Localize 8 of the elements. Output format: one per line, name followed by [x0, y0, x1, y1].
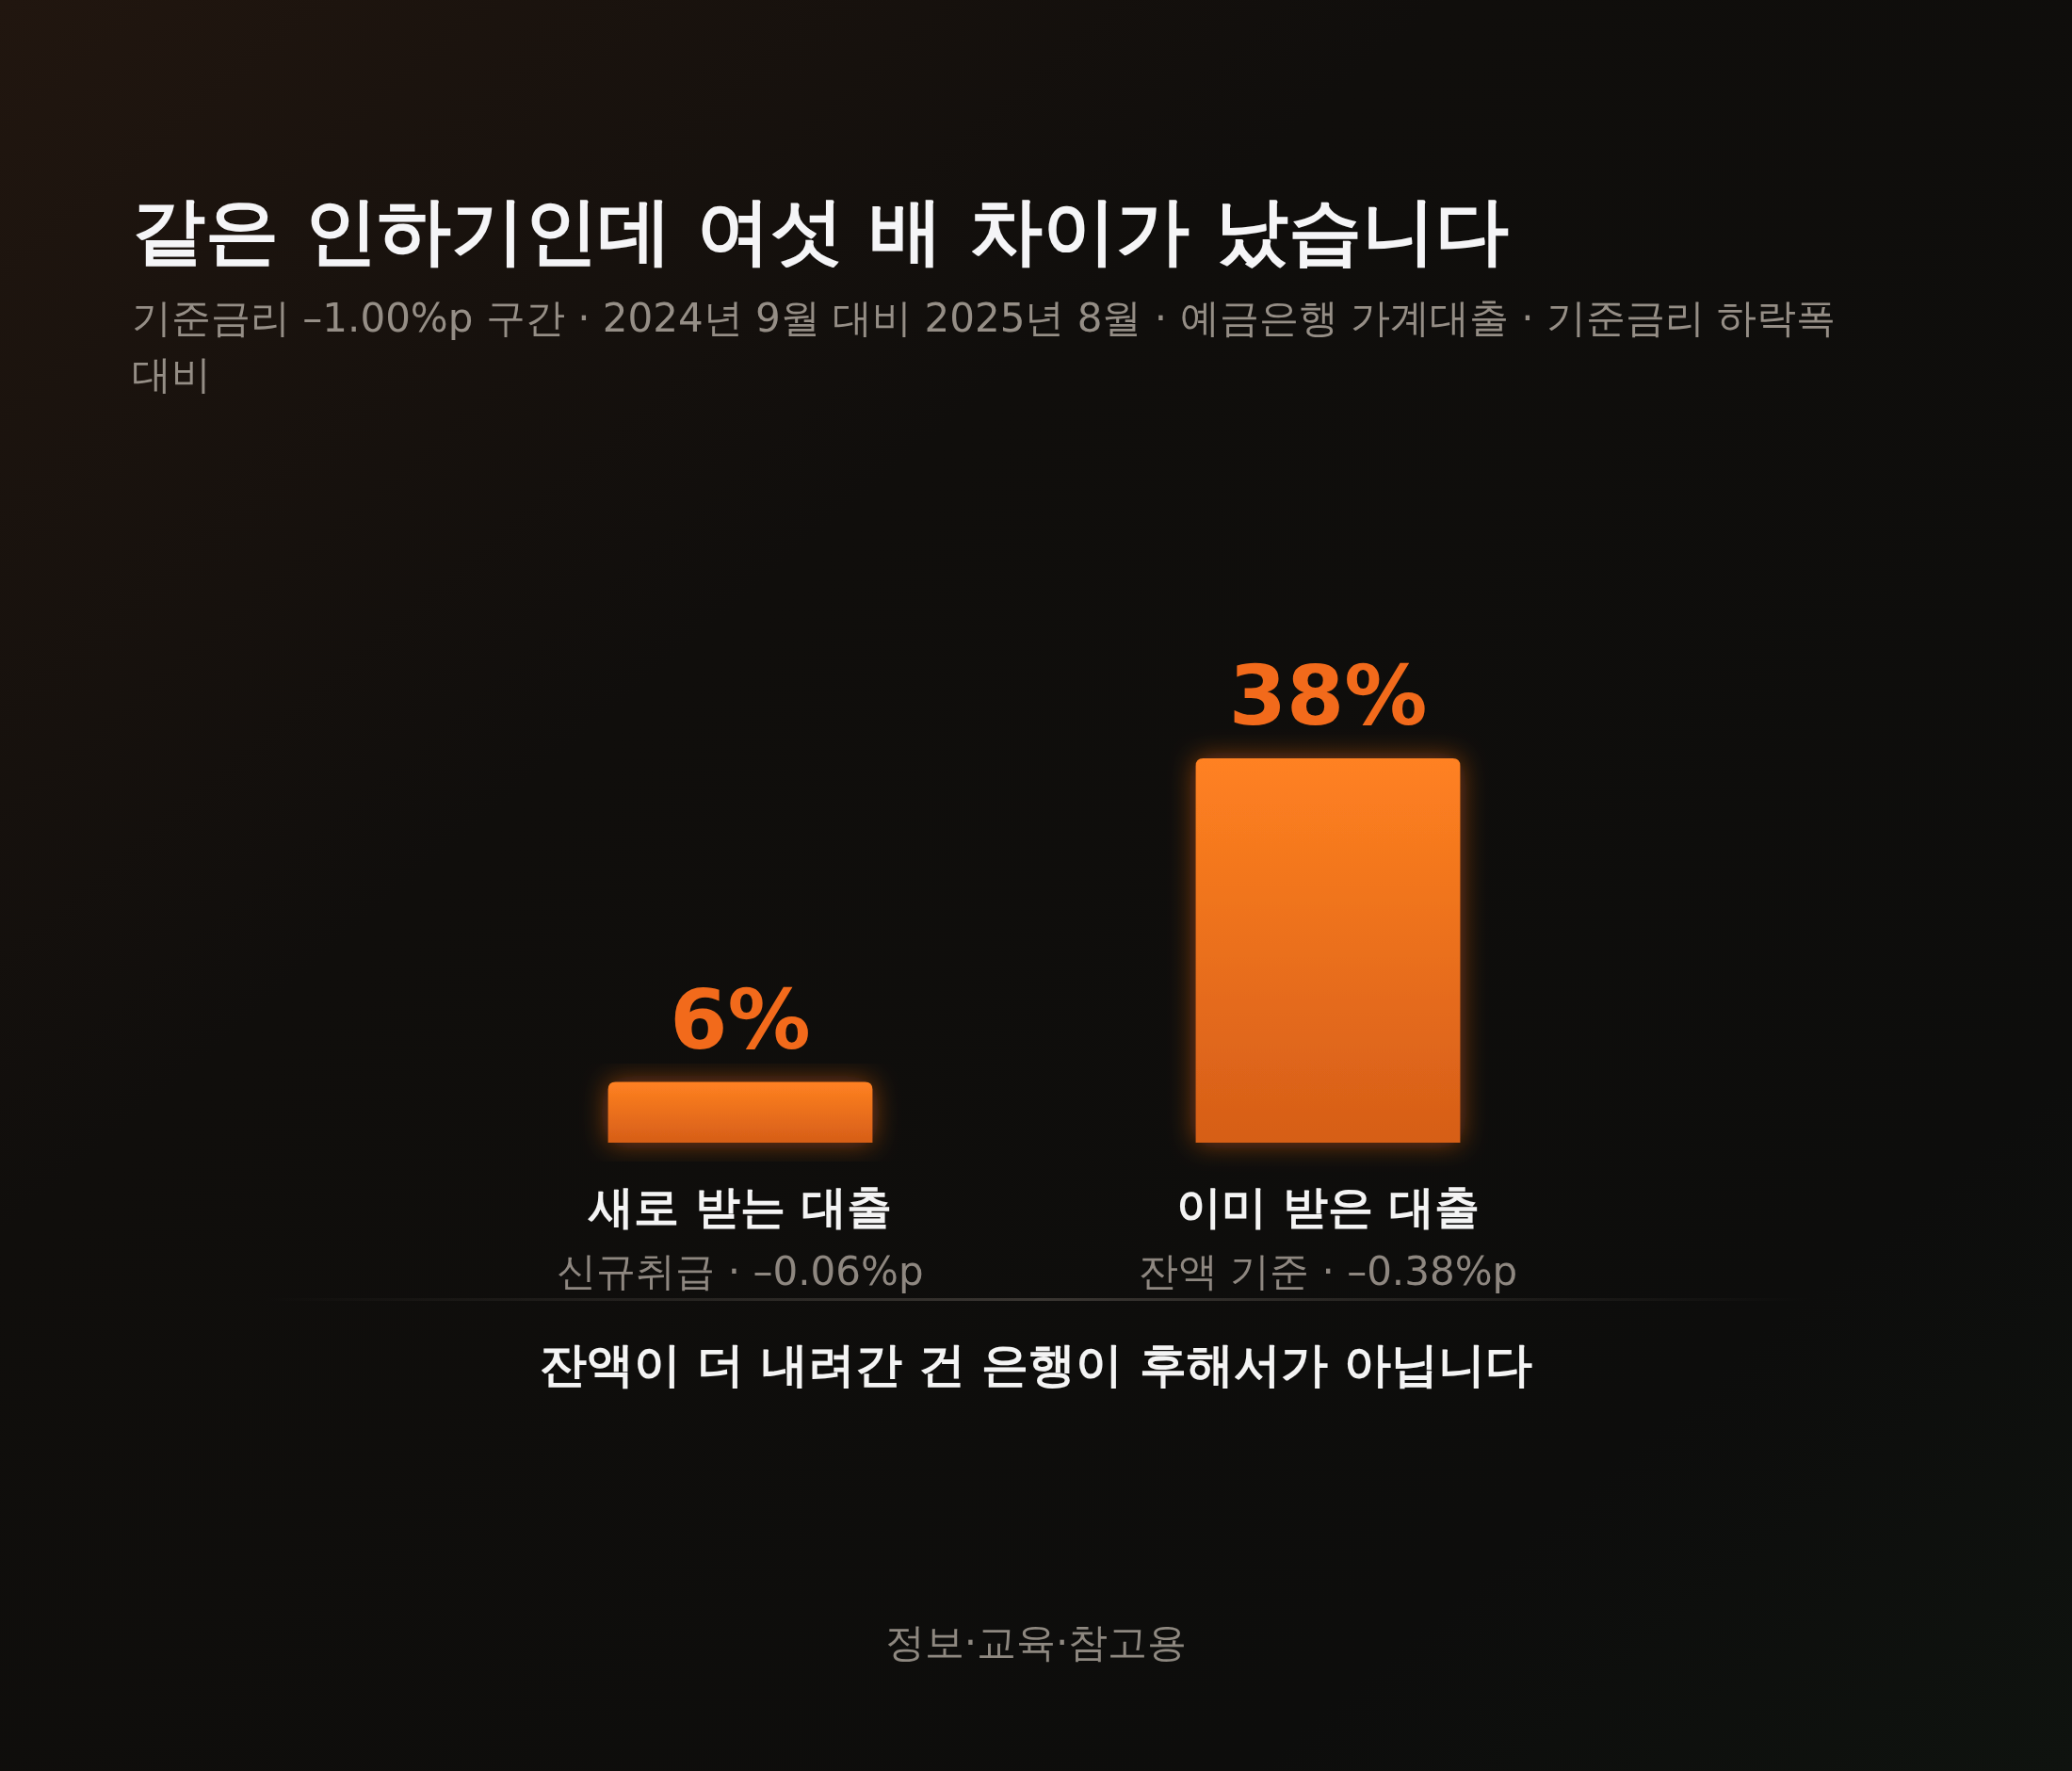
data-label: 38%: [1228, 647, 1428, 744]
text: 잔액이 더 내려간 건 은행이 후해서가 아닙니다: [539, 1338, 1533, 1392]
data-label: 6%: [670, 970, 811, 1068]
x-tick-label: 이미 받은 대출 잔액 기준 · –0.38%p: [1138, 1180, 1518, 1294]
text: 정보·교육·참고용: [884, 1619, 1188, 1665]
chart-title: 같은 인하기인데 여섯 배 차이가 났습니다: [132, 188, 1509, 273]
x-tick-label: 새로 받는 대출 신규취급 · –0.06%p: [557, 1180, 924, 1294]
chart-subtitle: 기준금리 –1.00%p 구간 · 2024년 9월 대비 2025년 8월 · 예금은행 가계대출 · 기준금리 하락폭 대비: [132, 295, 1837, 398]
